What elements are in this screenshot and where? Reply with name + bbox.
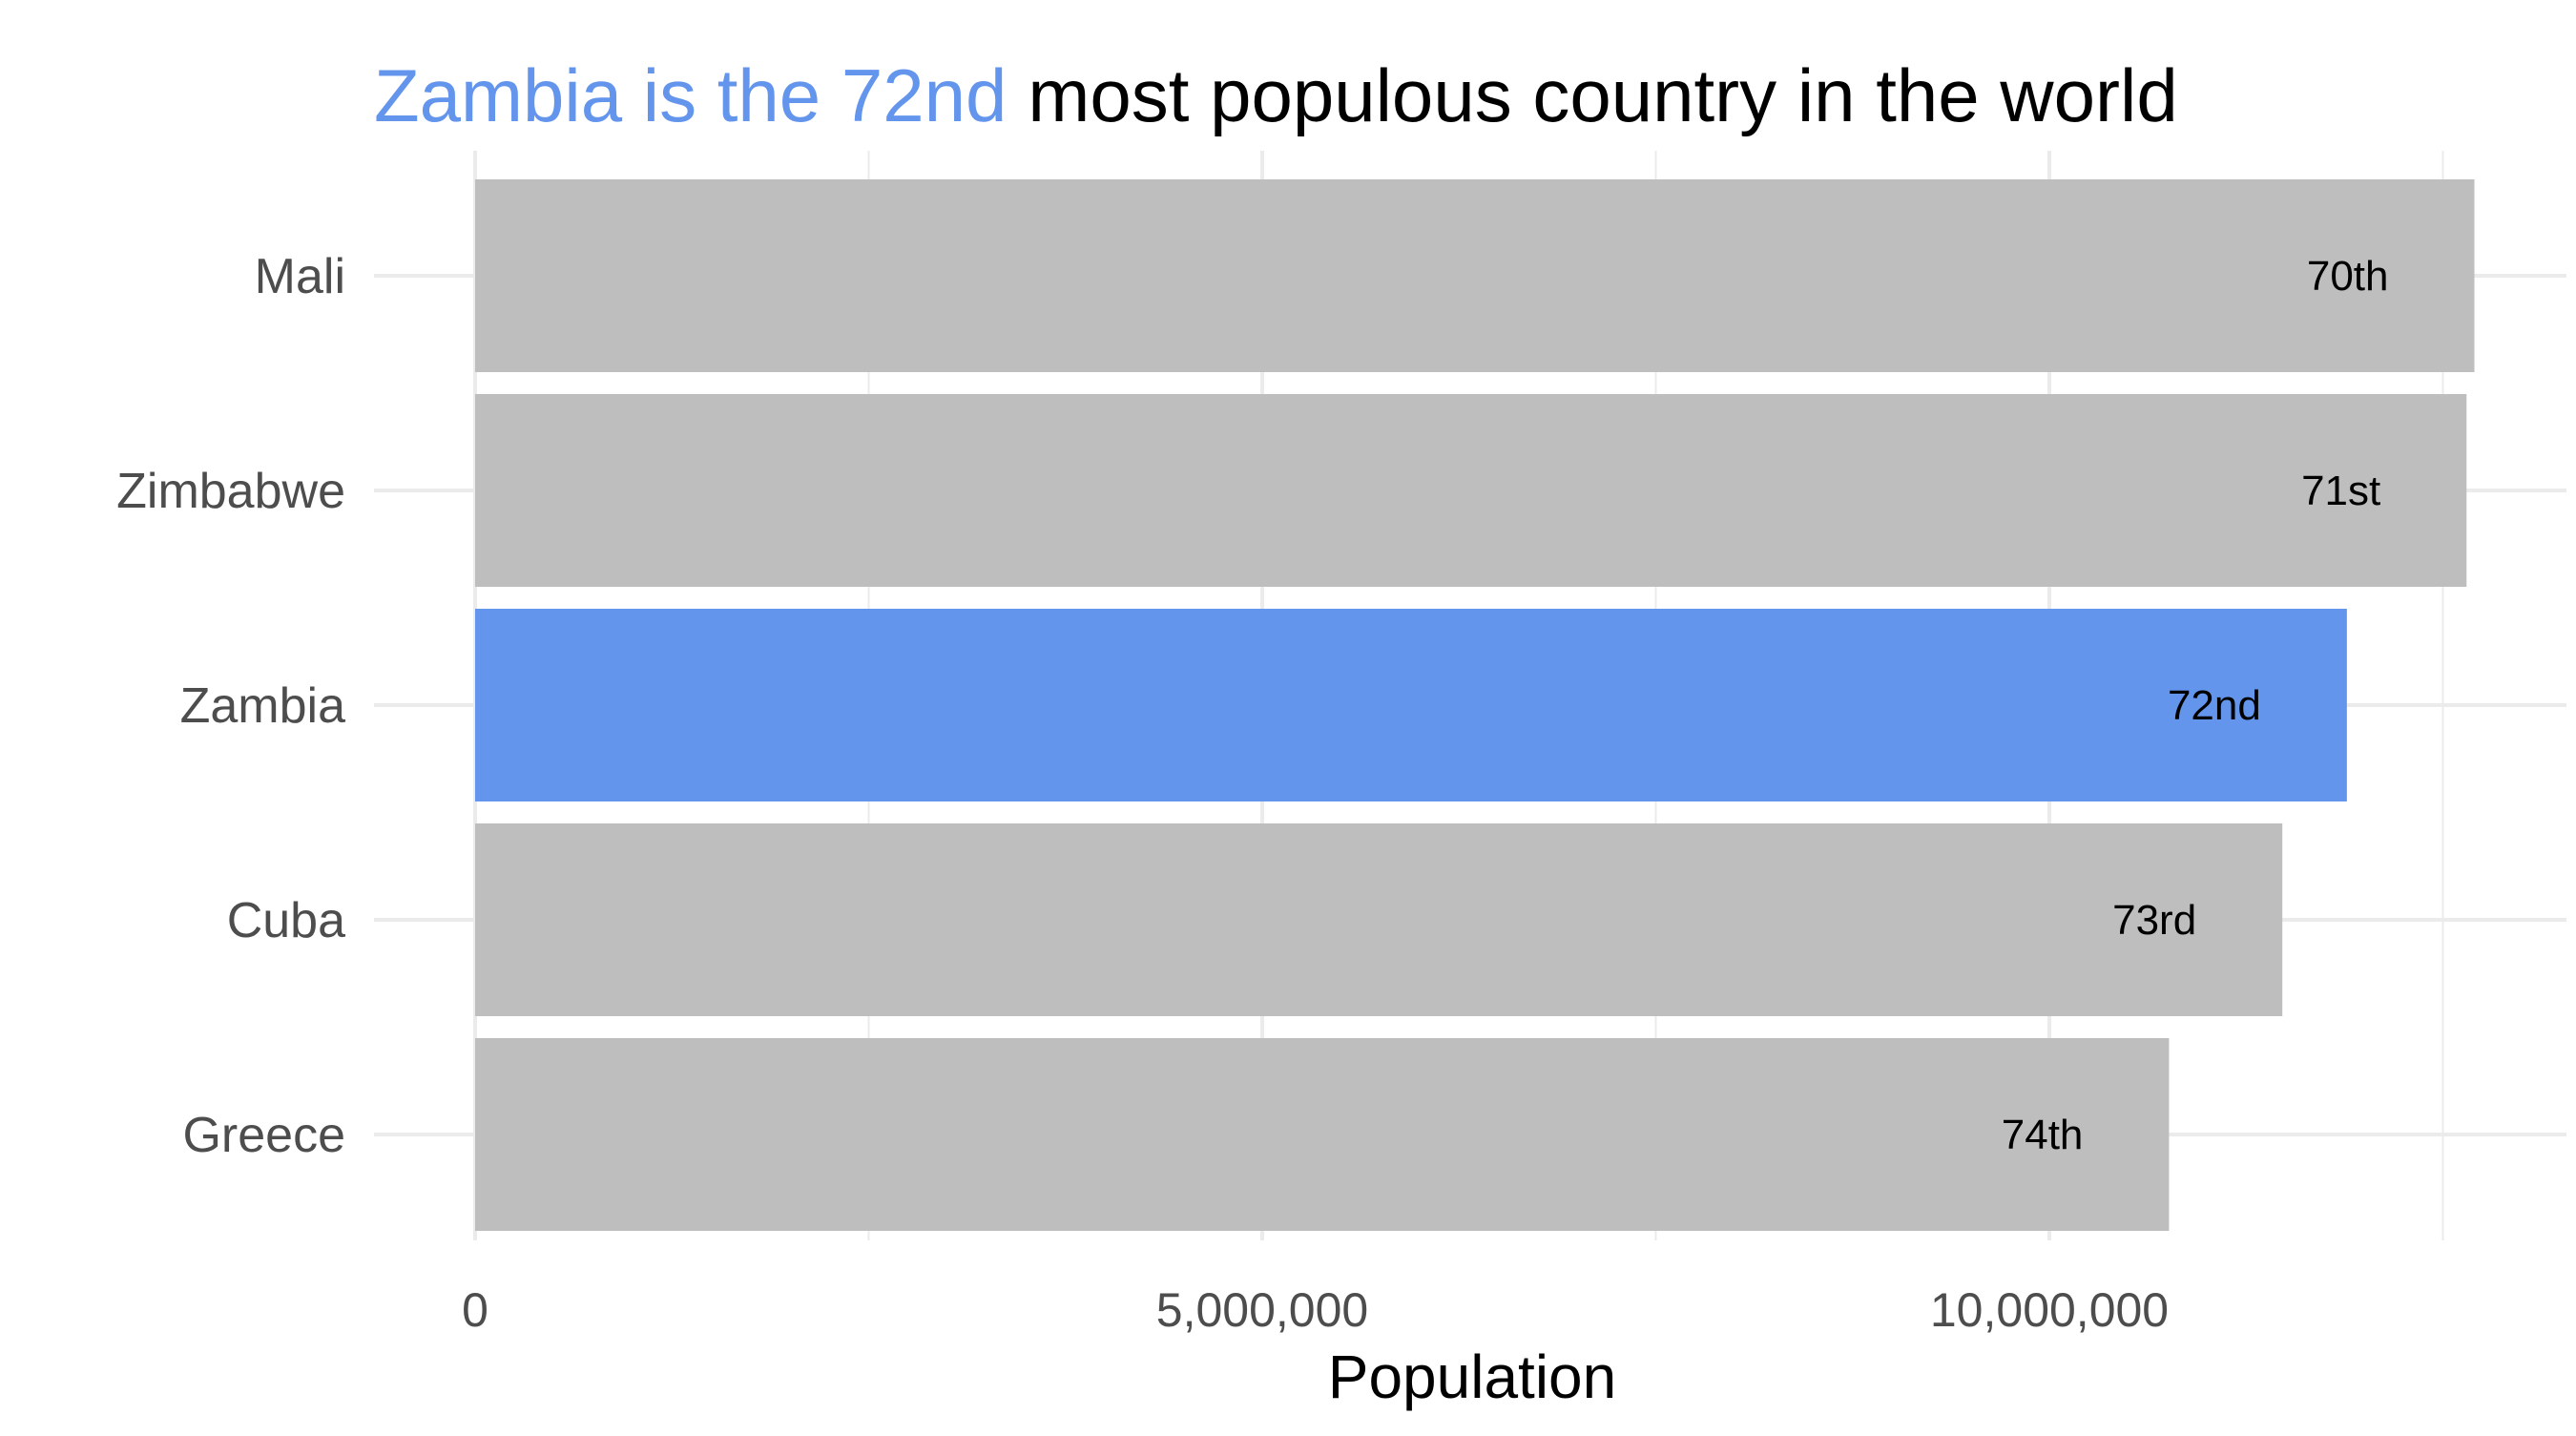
rank-label-mali: 70th (2307, 253, 2389, 300)
y-tick-label-greece: Greece (182, 1108, 345, 1163)
bar-mali (475, 179, 2475, 372)
bars-layer (475, 179, 2475, 1231)
chart-title-rest: most populous country in the world (1028, 53, 2177, 137)
y-tick-label-mali: Mali (255, 249, 345, 304)
x-tick-label: 0 (462, 1283, 488, 1337)
axes-layer: Mali Zimbabwe Zambia Cuba Greece 0 5,000,000 10… (116, 249, 2169, 1337)
chart-title: Zambia is the 72nd most populous country … (374, 53, 2178, 137)
bar-zambia (475, 609, 2347, 801)
y-tick-label-cuba: Cuba (227, 893, 345, 948)
bar-zimbabwe (475, 394, 2467, 587)
rank-label-cuba: 73rd (2112, 897, 2196, 944)
rank-label-zambia: 72nd (2168, 682, 2261, 729)
rank-label-zimbabwe: 71st (2301, 468, 2380, 514)
chart-title-highlight: Zambia is the 72nd (374, 53, 1007, 137)
y-tick-label-zimbabwe: Zimbabwe (116, 464, 345, 519)
y-tick-label-zambia: Zambia (180, 678, 345, 734)
bar-greece (475, 1038, 2170, 1231)
bar-cuba (475, 823, 2283, 1016)
labels-layer: 70th 71st 72nd 73rd 74th (2002, 253, 2389, 1158)
x-tick-label: 10,000,000 (1930, 1283, 2169, 1337)
x-tick-label: 5,000,000 (1156, 1283, 1368, 1337)
rank-label-greece: 74th (2002, 1112, 2084, 1158)
x-axis-title: Population (1328, 1342, 1616, 1411)
